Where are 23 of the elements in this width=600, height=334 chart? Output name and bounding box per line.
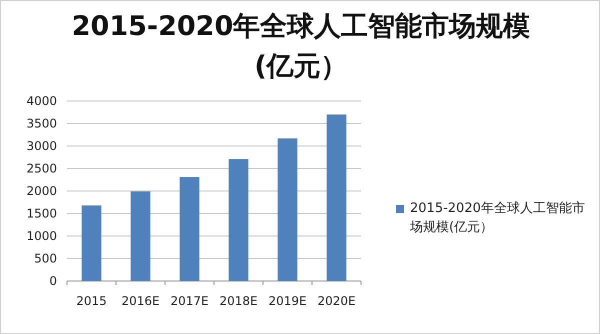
bar — [278, 138, 298, 281]
x-tick-label: 2016E — [121, 294, 160, 308]
x-tick-label: 2020E — [317, 294, 356, 308]
bar — [82, 205, 102, 281]
y-tick-label: 0 — [49, 274, 57, 288]
x-tick-label: 2015 — [76, 294, 107, 308]
chart-title: 2015-2020年全球人工智能市场规模(亿元） — [70, 10, 532, 84]
bar — [180, 177, 200, 281]
bar — [228, 159, 248, 281]
y-tick-label: 1000 — [26, 229, 57, 243]
y-tick-label: 4000 — [26, 94, 57, 108]
y-tick-label: 500 — [34, 252, 57, 266]
bar — [326, 114, 346, 281]
x-tick-label: 2017E — [170, 294, 209, 308]
y-tick-label: 1500 — [26, 206, 57, 220]
x-tick-label: 2019E — [268, 294, 307, 308]
x-tick-label: 2018E — [219, 294, 258, 308]
y-tick-label: 2000 — [26, 184, 57, 198]
bar — [130, 191, 150, 281]
y-tick-label: 2500 — [26, 162, 57, 176]
y-tick-label: 3000 — [26, 139, 57, 153]
y-tick-label: 3500 — [26, 116, 57, 130]
legend-label: 2015-2020年全球人工智能市场规模(亿元） — [410, 200, 586, 237]
